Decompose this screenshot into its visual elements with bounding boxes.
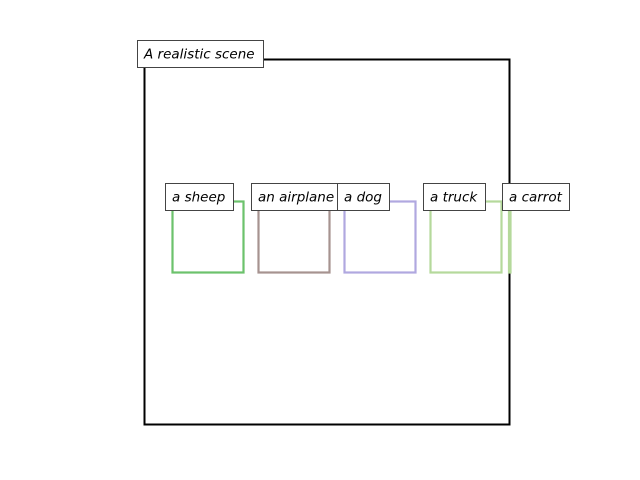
object-label-sheep: a sheep xyxy=(165,183,234,211)
object-label-text: an airplane xyxy=(258,190,334,206)
object-label-carrot: a carrot xyxy=(502,183,570,211)
object-label-text: a truck xyxy=(430,190,478,206)
object-box-truck xyxy=(429,200,503,274)
object-label-truck: a truck xyxy=(423,183,486,211)
object-label-dog: a dog xyxy=(337,183,390,211)
object-label-text: a carrot xyxy=(509,190,563,206)
object-label-text: a dog xyxy=(344,190,382,206)
object-box-carrot xyxy=(507,200,512,274)
object-box-sheep xyxy=(171,200,245,274)
scene-title: A realistic scene xyxy=(143,47,255,63)
object-box-dog xyxy=(343,200,417,274)
object-box-airplane xyxy=(257,200,331,274)
object-label-airplane: an airplane xyxy=(251,183,344,211)
object-label-text: a sheep xyxy=(172,190,225,206)
scene-frame xyxy=(143,58,511,426)
scene-title-label: A realistic scene xyxy=(137,40,264,68)
